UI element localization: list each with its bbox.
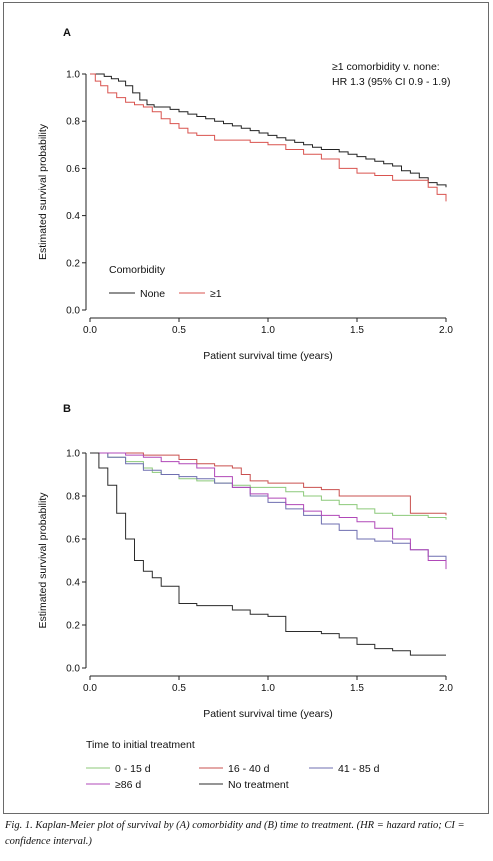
legend-label: ≥86 d bbox=[115, 779, 141, 791]
x-axis-label: Patient survival time (years) bbox=[203, 708, 333, 720]
legend-label: No treatment bbox=[228, 779, 289, 791]
y-axis-label: Estimated survival probability bbox=[37, 123, 49, 260]
x-tick-label: 0.0 bbox=[83, 683, 97, 694]
x-tick-label: 1.5 bbox=[350, 683, 364, 694]
y-tick-label: 0.6 bbox=[66, 164, 80, 175]
series-line bbox=[90, 73, 447, 188]
y-tick-label: 0.2 bbox=[66, 258, 80, 269]
x-axis-label: Patient survival time (years) bbox=[203, 350, 333, 362]
legend-title: Time to initial treatment bbox=[86, 739, 195, 751]
series-line bbox=[90, 452, 446, 656]
x-tick-label: 0.0 bbox=[83, 325, 97, 336]
x-tick-label: 1.5 bbox=[350, 325, 364, 336]
x-tick-label: 0.5 bbox=[172, 683, 186, 694]
panel-label: B bbox=[63, 403, 71, 415]
y-tick-label: 0.2 bbox=[66, 621, 80, 632]
y-tick-label: 0.8 bbox=[66, 492, 80, 503]
legend-label: 16 - 40 d bbox=[228, 763, 270, 775]
series-line bbox=[90, 452, 447, 561]
x-tick-label: 0.5 bbox=[172, 325, 186, 336]
y-axis-label: Estimated survival probability bbox=[37, 492, 49, 629]
figure-caption: Fig. 1. Kaplan-Meier plot of survival by… bbox=[5, 820, 465, 847]
y-tick-label: 1.0 bbox=[66, 449, 80, 460]
x-tick-label: 2.0 bbox=[439, 325, 453, 336]
legend-label: 41 - 85 d bbox=[338, 763, 380, 775]
y-tick-label: 0.4 bbox=[66, 211, 80, 222]
hr-annotation: ≥1 comorbidity v. none: bbox=[332, 61, 440, 73]
y-tick-label: 0.0 bbox=[66, 664, 80, 675]
legend-label: 0 - 15 d bbox=[115, 763, 151, 775]
y-tick-label: 0.4 bbox=[66, 578, 80, 589]
y-tick-label: 0.8 bbox=[66, 117, 80, 128]
x-tick-label: 1.0 bbox=[261, 325, 275, 336]
series-line bbox=[90, 452, 447, 570]
x-tick-label: 1.0 bbox=[261, 683, 275, 694]
legend-label: None bbox=[140, 288, 165, 300]
x-tick-label: 2.0 bbox=[439, 683, 453, 694]
y-tick-label: 0.6 bbox=[66, 535, 80, 546]
panel-label: A bbox=[63, 27, 71, 39]
legend-title: Comorbidity bbox=[109, 264, 166, 276]
legend-label: ≥1 bbox=[210, 288, 222, 300]
series-line bbox=[90, 452, 447, 520]
figure-frame bbox=[3, 2, 489, 814]
series-line bbox=[90, 73, 447, 202]
series-line bbox=[90, 452, 447, 516]
y-tick-label: 0.0 bbox=[66, 306, 80, 317]
y-tick-label: 1.0 bbox=[66, 70, 80, 81]
hr-annotation: HR 1.3 (95% CI 0.9 - 1.9) bbox=[332, 76, 450, 88]
